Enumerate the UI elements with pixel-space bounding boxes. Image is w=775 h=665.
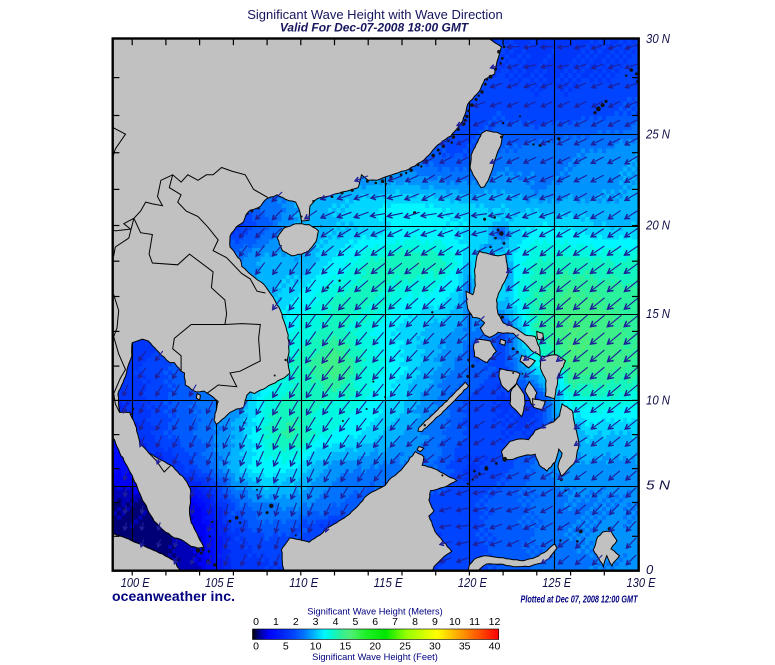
svg-text:0: 0 <box>646 562 654 577</box>
svg-text:40: 40 <box>489 641 501 653</box>
svg-text:Plotted at Dec 07, 2008 12:00: Plotted at Dec 07, 2008 12:00 GMT <box>521 595 639 606</box>
svg-text:25: 25 <box>399 641 411 653</box>
svg-text:11: 11 <box>469 616 480 628</box>
svg-text:30 N: 30 N <box>646 31 671 46</box>
svg-text:9: 9 <box>432 616 438 628</box>
svg-text:105 E: 105 E <box>205 575 234 590</box>
svg-text:3: 3 <box>313 616 319 628</box>
svg-text:0: 0 <box>253 641 259 653</box>
svg-text:5: 5 <box>352 616 358 628</box>
svg-text:1: 1 <box>273 616 279 628</box>
svg-text:20 N: 20 N <box>645 218 670 233</box>
svg-text:5: 5 <box>283 641 289 653</box>
svg-text:4: 4 <box>333 616 339 628</box>
svg-text:115 E: 115 E <box>374 575 403 590</box>
svg-text:5 N: 5 N <box>646 478 671 493</box>
svg-text:15: 15 <box>340 641 352 653</box>
svg-text:30: 30 <box>429 641 441 653</box>
svg-text:Valid For Dec-07-2008 18:00 GM: Valid For Dec-07-2008 18:00 GMT <box>280 21 470 35</box>
svg-text:10: 10 <box>310 641 322 653</box>
svg-text:10: 10 <box>449 616 461 628</box>
svg-text:35: 35 <box>459 641 471 653</box>
svg-text:110 E: 110 E <box>289 575 318 590</box>
svg-text:15 N: 15 N <box>646 306 671 321</box>
svg-text:0: 0 <box>253 616 259 628</box>
svg-text:Significant Wave Height (Meter: Significant Wave Height (Meters) <box>307 607 443 617</box>
svg-text:2: 2 <box>293 616 299 628</box>
svg-text:6: 6 <box>372 616 378 628</box>
svg-text:10 N: 10 N <box>646 393 671 408</box>
svg-text:Significant Wave Height with W: Significant Wave Height with Wave Direct… <box>247 7 503 22</box>
svg-text:120 E: 120 E <box>458 575 487 590</box>
svg-text:12: 12 <box>489 616 501 628</box>
svg-text:100 E: 100 E <box>121 575 150 590</box>
svg-text:125 E: 125 E <box>542 575 571 590</box>
svg-text:20: 20 <box>369 641 381 653</box>
svg-text:130 E: 130 E <box>627 575 656 590</box>
svg-text:Significant Wave Height (Feet): Significant Wave Height (Feet) <box>312 652 438 662</box>
svg-text:25 N: 25 N <box>645 126 670 141</box>
svg-text:8: 8 <box>412 616 418 628</box>
svg-text:oceanweather inc.: oceanweather inc. <box>112 588 235 604</box>
svg-text:7: 7 <box>392 616 398 628</box>
